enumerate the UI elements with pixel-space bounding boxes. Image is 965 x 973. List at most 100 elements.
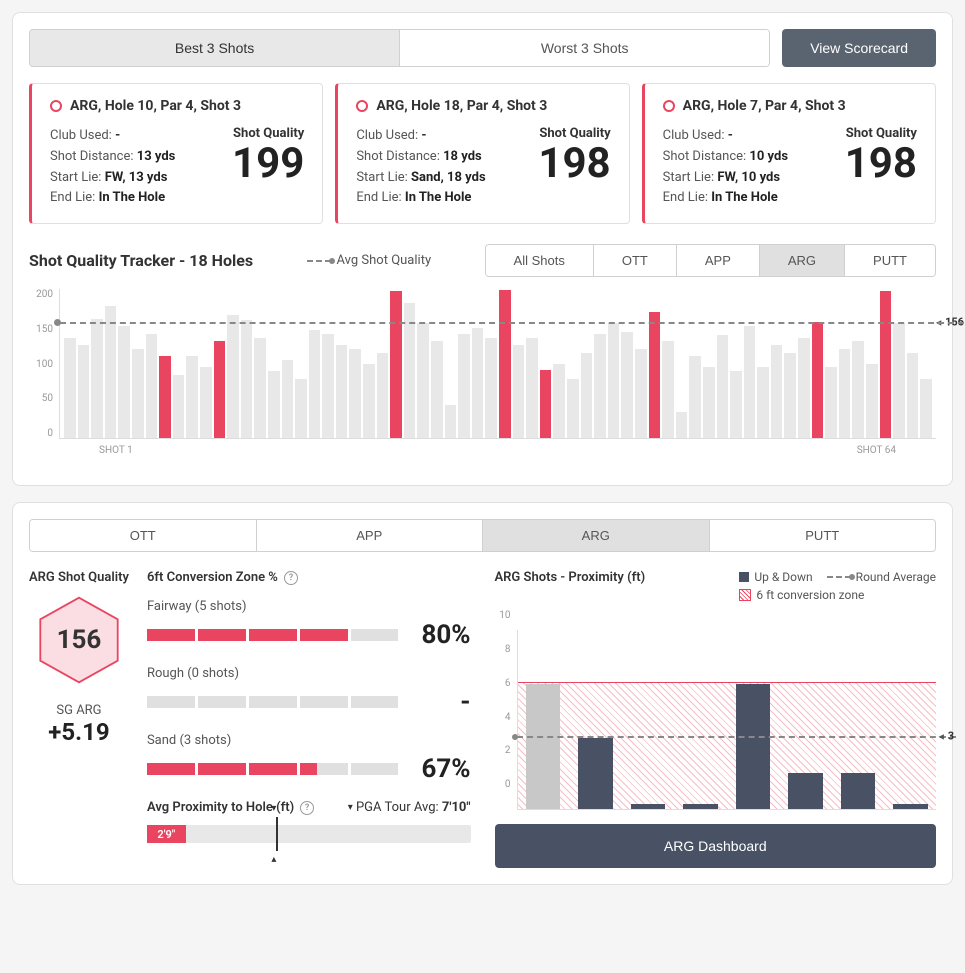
tracker-bar[interactable] xyxy=(363,364,375,439)
tracker-bar[interactable] xyxy=(784,353,796,439)
prox-bar[interactable] xyxy=(736,684,771,809)
tracker-bar[interactable] xyxy=(186,356,198,438)
best-shots-tab[interactable]: Best 3 Shots xyxy=(30,30,399,66)
tracker-bar[interactable] xyxy=(717,335,729,438)
best-worst-segment: Best 3 Shots Worst 3 Shots xyxy=(29,29,770,67)
tracker-bar[interactable] xyxy=(227,315,239,438)
tracker-bar[interactable] xyxy=(540,370,552,439)
prox-bar[interactable] xyxy=(893,804,928,809)
tracker-bar[interactable] xyxy=(920,379,932,439)
tracker-bar[interactable] xyxy=(730,371,742,438)
tracker-bar[interactable] xyxy=(744,326,756,438)
prox-bar[interactable] xyxy=(683,804,718,809)
conv-header: 6ft Conversion Zone % ? xyxy=(147,570,471,585)
tracker-bar[interactable] xyxy=(852,341,864,438)
tracker-bar[interactable] xyxy=(445,405,457,439)
prox-bar[interactable] xyxy=(578,738,613,810)
tracker-tab-ott[interactable]: OTT xyxy=(593,245,676,276)
tracker-bar[interactable] xyxy=(173,375,185,438)
tracker-bar[interactable] xyxy=(377,353,389,439)
tracker-bar[interactable] xyxy=(676,412,688,438)
tracker-bar[interactable] xyxy=(254,338,266,439)
tracker-bar[interactable] xyxy=(241,320,253,438)
bottom-tab-app[interactable]: APP xyxy=(256,520,483,551)
tracker-bar[interactable] xyxy=(553,364,565,439)
bottom-tab-ott[interactable]: OTT xyxy=(30,520,256,551)
tracker-bar[interactable] xyxy=(594,334,606,438)
tracker-bar[interactable] xyxy=(689,356,701,438)
square-icon xyxy=(739,572,749,582)
tracker-bar[interactable] xyxy=(880,291,892,439)
shot-card[interactable]: ARG, Hole 10, Par 4, Shot 3 Club Used: -… xyxy=(29,83,323,224)
tracker-bar[interactable] xyxy=(812,322,824,438)
tracker-bar[interactable] xyxy=(349,349,361,438)
tracker-tab-arg[interactable]: ARG xyxy=(759,245,844,276)
tracker-bar[interactable] xyxy=(649,312,661,439)
tracker-y-axis: 200150100500 xyxy=(29,289,59,439)
worst-shots-tab[interactable]: Worst 3 Shots xyxy=(399,30,769,66)
bottom-tab-arg[interactable]: ARG xyxy=(482,520,709,551)
tracker-bar[interactable] xyxy=(118,326,130,438)
tracker-bar[interactable] xyxy=(662,341,674,438)
prox-marker xyxy=(276,817,278,851)
tracker-bar[interactable] xyxy=(431,341,443,438)
help-icon[interactable]: ? xyxy=(284,571,298,585)
help-icon[interactable]: ? xyxy=(300,801,314,815)
tracker-bar[interactable] xyxy=(91,319,103,438)
shot-card[interactable]: ARG, Hole 18, Par 4, Shot 3 Club Used: -… xyxy=(335,83,629,224)
tracker-bar[interactable] xyxy=(390,291,402,439)
tracker-bar[interactable] xyxy=(417,323,429,438)
tracker-bar[interactable] xyxy=(608,323,620,438)
tracker-tab-app[interactable]: APP xyxy=(676,245,759,276)
tracker-bar[interactable] xyxy=(472,328,484,438)
tracker-bar[interactable] xyxy=(621,332,633,438)
shot-card[interactable]: ARG, Hole 7, Par 4, Shot 3 Club Used: - … xyxy=(642,83,936,224)
tracker-bar[interactable] xyxy=(798,338,810,439)
tracker-bar[interactable] xyxy=(839,349,851,438)
tracker-bar[interactable] xyxy=(309,330,321,438)
tracker-title: Shot Quality Tracker - 18 Holes xyxy=(29,251,253,270)
seg-cell xyxy=(300,763,348,775)
tracker-bar[interactable] xyxy=(567,379,579,439)
tracker-bar[interactable] xyxy=(581,353,593,439)
arg-dashboard-button[interactable]: ARG Dashboard xyxy=(495,824,937,868)
tracker-bar[interactable] xyxy=(78,345,90,438)
tracker-bar[interactable] xyxy=(499,290,511,438)
tracker-bar[interactable] xyxy=(282,360,294,438)
view-scorecard-button[interactable]: View Scorecard xyxy=(782,29,936,67)
tracker-bar[interactable] xyxy=(757,367,769,438)
tracker-bar[interactable] xyxy=(485,338,497,439)
tracker-bar[interactable] xyxy=(635,349,647,438)
tracker-bar[interactable] xyxy=(893,323,905,438)
prox-bar[interactable] xyxy=(788,773,823,809)
tracker-tab-putt[interactable]: PUTT xyxy=(844,245,935,276)
prox-fill: 2'9" xyxy=(147,825,186,843)
tracker-bar[interactable] xyxy=(105,306,117,439)
tracker-bar[interactable] xyxy=(866,364,878,439)
tracker-tab-all-shots[interactable]: All Shots xyxy=(486,245,593,276)
tracker-bar[interactable] xyxy=(526,338,538,439)
tracker-bar[interactable] xyxy=(825,367,837,438)
tracker-bar[interactable] xyxy=(132,349,144,438)
tracker-bar[interactable] xyxy=(336,345,348,438)
tracker-bar[interactable] xyxy=(907,353,919,439)
tracker-bar[interactable] xyxy=(458,334,470,438)
bottom-tab-putt[interactable]: PUTT xyxy=(709,520,936,551)
tracker-bar[interactable] xyxy=(214,341,226,438)
shot-card-title: ARG, Hole 7, Par 4, Shot 3 xyxy=(683,98,846,114)
prox-bar[interactable] xyxy=(526,684,561,809)
tracker-bar[interactable] xyxy=(146,334,158,438)
tracker-bar[interactable] xyxy=(64,338,76,439)
tracker-bar[interactable] xyxy=(159,356,171,438)
prox-bar[interactable] xyxy=(631,804,666,809)
conv-row: Sand (3 shots) 67% xyxy=(147,733,471,784)
prox-bar[interactable] xyxy=(841,773,876,809)
tracker-bar[interactable] xyxy=(513,345,525,438)
prox-bar: 2'9" xyxy=(147,825,471,843)
tracker-bar[interactable] xyxy=(295,379,307,439)
tracker-bar[interactable] xyxy=(771,345,783,438)
tracker-bar[interactable] xyxy=(268,371,280,438)
tracker-bar[interactable] xyxy=(322,334,334,438)
tracker-bar[interactable] xyxy=(703,367,715,438)
tracker-bar[interactable] xyxy=(200,367,212,438)
